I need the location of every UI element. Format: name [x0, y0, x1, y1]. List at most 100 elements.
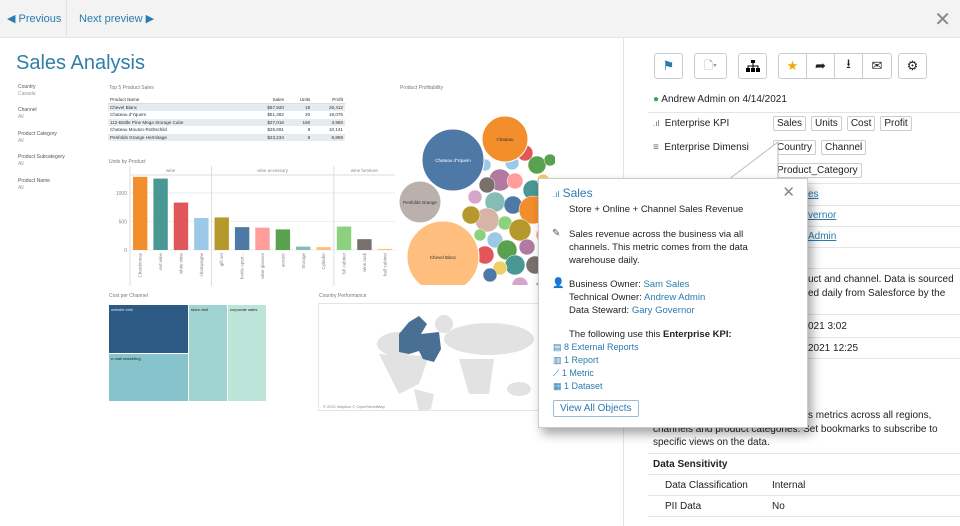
- filter-product-category[interactable]: Product Category All: [18, 131, 57, 144]
- table-row: Chateau d'Yquem $51,382 20 19,076: [110, 112, 343, 118]
- bar: [275, 229, 291, 250]
- bubble-3: [406, 220, 480, 285]
- triangle-left-icon: ◀: [7, 13, 19, 25]
- person-icon: 👤: [552, 278, 565, 289]
- star-icon[interactable]: ★: [779, 54, 807, 78]
- view-all-objects-button[interactable]: View All Objects: [553, 400, 639, 417]
- description-text-1: uct and channel. Data is sourced: [808, 274, 954, 285]
- popup-pointer: [720, 140, 779, 186]
- popup-subtitle: Store + Online + Channel Sales Revenue: [569, 204, 744, 215]
- popup-description: Sales revenue across the business via al…: [569, 229, 748, 266]
- document-dropdown-icon[interactable]: 🗋▾: [694, 53, 727, 79]
- x-tick-label: Chardonnay: [138, 252, 143, 277]
- data-sensitivity-heading: Data Sensitivity: [653, 459, 728, 470]
- uses-heading: The following use this Enterprise KPI:: [569, 329, 732, 340]
- bar: [377, 248, 392, 250]
- table-row: Chateau Mouton-Rothschild $26,691 8 10,141: [110, 127, 343, 133]
- gear-icon[interactable]: ⚙: [898, 53, 927, 79]
- certified-row: ● Andrew Admin on 4/14/2021: [653, 94, 787, 105]
- filter-channel[interactable]: Channel All: [18, 107, 37, 120]
- kpi-tag-profit[interactable]: Profit: [880, 116, 912, 131]
- bar: [173, 202, 189, 250]
- units-by-product-chart: 0 500 1000 wine wine accessory wine furniture…: [116, 166, 395, 286]
- previous-button[interactable]: ◀ Previous: [0, 0, 67, 38]
- data-classification-value: Internal: [772, 480, 806, 491]
- date-value-1: 021 3:02: [808, 321, 847, 332]
- signal-bars-icon: .ıl: [553, 190, 560, 199]
- data-classification-label: Data Classification: [665, 480, 748, 491]
- y-tick-label: 1000: [116, 191, 127, 197]
- top-bar: ◀ Previous Next preview ▶ ✕: [0, 0, 960, 38]
- y-tick-label: 0: [124, 248, 127, 254]
- enterprise-kpi-label: .ıl Enterprise KPI: [653, 118, 730, 129]
- dim-tag-country[interactable]: Country: [773, 140, 817, 155]
- divider: [648, 112, 960, 113]
- bubble: [518, 238, 536, 256]
- dim-tag-product-category[interactable]: Product_Category: [773, 163, 862, 178]
- bar: [234, 227, 250, 250]
- report-link[interactable]: ▥ 1 Report: [553, 355, 599, 365]
- table-row: Chevel Blanc $67,920 18 26,412: [108, 103, 345, 111]
- note-text-1: s metrics across all regions,: [808, 410, 932, 421]
- x-tick-label: wine glasses: [260, 252, 265, 279]
- list-icon: ≡: [653, 142, 659, 153]
- next-preview-button[interactable]: Next preview ▶: [79, 0, 154, 38]
- metric-link[interactable]: ⟋ 1 Metric: [553, 368, 594, 378]
- kpi-tag-cost[interactable]: Cost: [846, 116, 876, 131]
- filter-country[interactable]: Country Canada: [18, 84, 36, 97]
- bubble-0: [421, 128, 485, 192]
- cost-treemap: website visit e-mail marketing store vis…: [109, 305, 267, 401]
- bubble: [508, 218, 532, 242]
- group-label: wine furniture: [351, 168, 379, 173]
- dataset-link[interactable]: ▦ 1 Dataset: [553, 381, 603, 391]
- kpi-tags: Sales Units Cost Profit: [773, 116, 912, 131]
- business-owner-link[interactable]: Sam Sales: [643, 279, 690, 290]
- bubble: [511, 276, 529, 285]
- technical-owner-link[interactable]: Admin: [808, 231, 837, 242]
- hierarchy-icon[interactable]: [738, 53, 767, 79]
- dim-tag-channel[interactable]: Channel: [821, 140, 867, 155]
- kpi-tag-sales[interactable]: Sales: [773, 116, 807, 131]
- treemap-corporate-sales: corporate sales: [228, 305, 266, 401]
- x-tick-label: gift set: [219, 252, 224, 266]
- share-icon[interactable]: ➦: [807, 54, 835, 78]
- top-sales-title: Top 5 Product Sales: [109, 85, 154, 91]
- signal-bars-icon: .ıl: [653, 119, 660, 128]
- x-tick-label: wine rack: [362, 252, 367, 272]
- dataset-icon: ▦: [553, 381, 562, 391]
- bubble-label: Chateau d'Yquem: [435, 158, 471, 163]
- canada-region: [399, 316, 441, 362]
- table-row: Penfolds Grange Hermitage $23,234 8 8,898: [108, 133, 345, 141]
- group-label: wine accessory: [257, 168, 289, 173]
- dimension-tags: Country Channel: [773, 140, 867, 155]
- filter-product-name[interactable]: Product Name All: [18, 178, 50, 191]
- bar: [296, 246, 311, 250]
- kpi-tag-units[interactable]: Units: [811, 116, 842, 131]
- bar: [153, 178, 168, 250]
- technical-owner-link[interactable]: Andrew Admin: [643, 292, 706, 303]
- mail-icon[interactable]: ✉: [871, 58, 883, 73]
- bubble: [543, 153, 555, 167]
- bubble: [506, 172, 524, 190]
- y-tick-label: 500: [119, 219, 128, 225]
- bookmark-icon[interactable]: ⚑: [654, 53, 683, 79]
- download-icon[interactable]: ⭳: [835, 54, 863, 78]
- external-report-icon: ▤: [553, 342, 562, 352]
- filter-product-subcategory[interactable]: Product Subcategory All: [18, 154, 65, 167]
- external-reports-link[interactable]: ▤ 8 External Reports: [553, 342, 639, 352]
- steward-link[interactable]: vernor: [808, 210, 837, 221]
- bubble-2: [398, 180, 442, 224]
- description-text-2: ed daily from Salesforce by the: [808, 288, 946, 299]
- note-text-3: specific views on the data.: [653, 437, 770, 448]
- x-tick-label: bottle open...: [240, 253, 245, 279]
- top-sales-table: Product Name Sales Units Profit Chevel Blan…: [108, 96, 345, 141]
- close-icon[interactable]: ✕: [934, 9, 951, 31]
- x-tick-label: champagne: [199, 253, 204, 277]
- owner-link[interactable]: es: [808, 189, 819, 200]
- bubble: [504, 254, 526, 276]
- svg-text:© 2021 Mapbox © OpenStreetMap: © 2021 Mapbox © OpenStreetMap: [323, 404, 385, 409]
- popup-close-icon[interactable]: ✕: [782, 184, 795, 201]
- table-row: 112-Bottle Pine Mega Storage Cube $27,016…: [108, 118, 345, 126]
- bar: [194, 218, 209, 250]
- data-steward-link[interactable]: Gary Governor: [631, 305, 695, 316]
